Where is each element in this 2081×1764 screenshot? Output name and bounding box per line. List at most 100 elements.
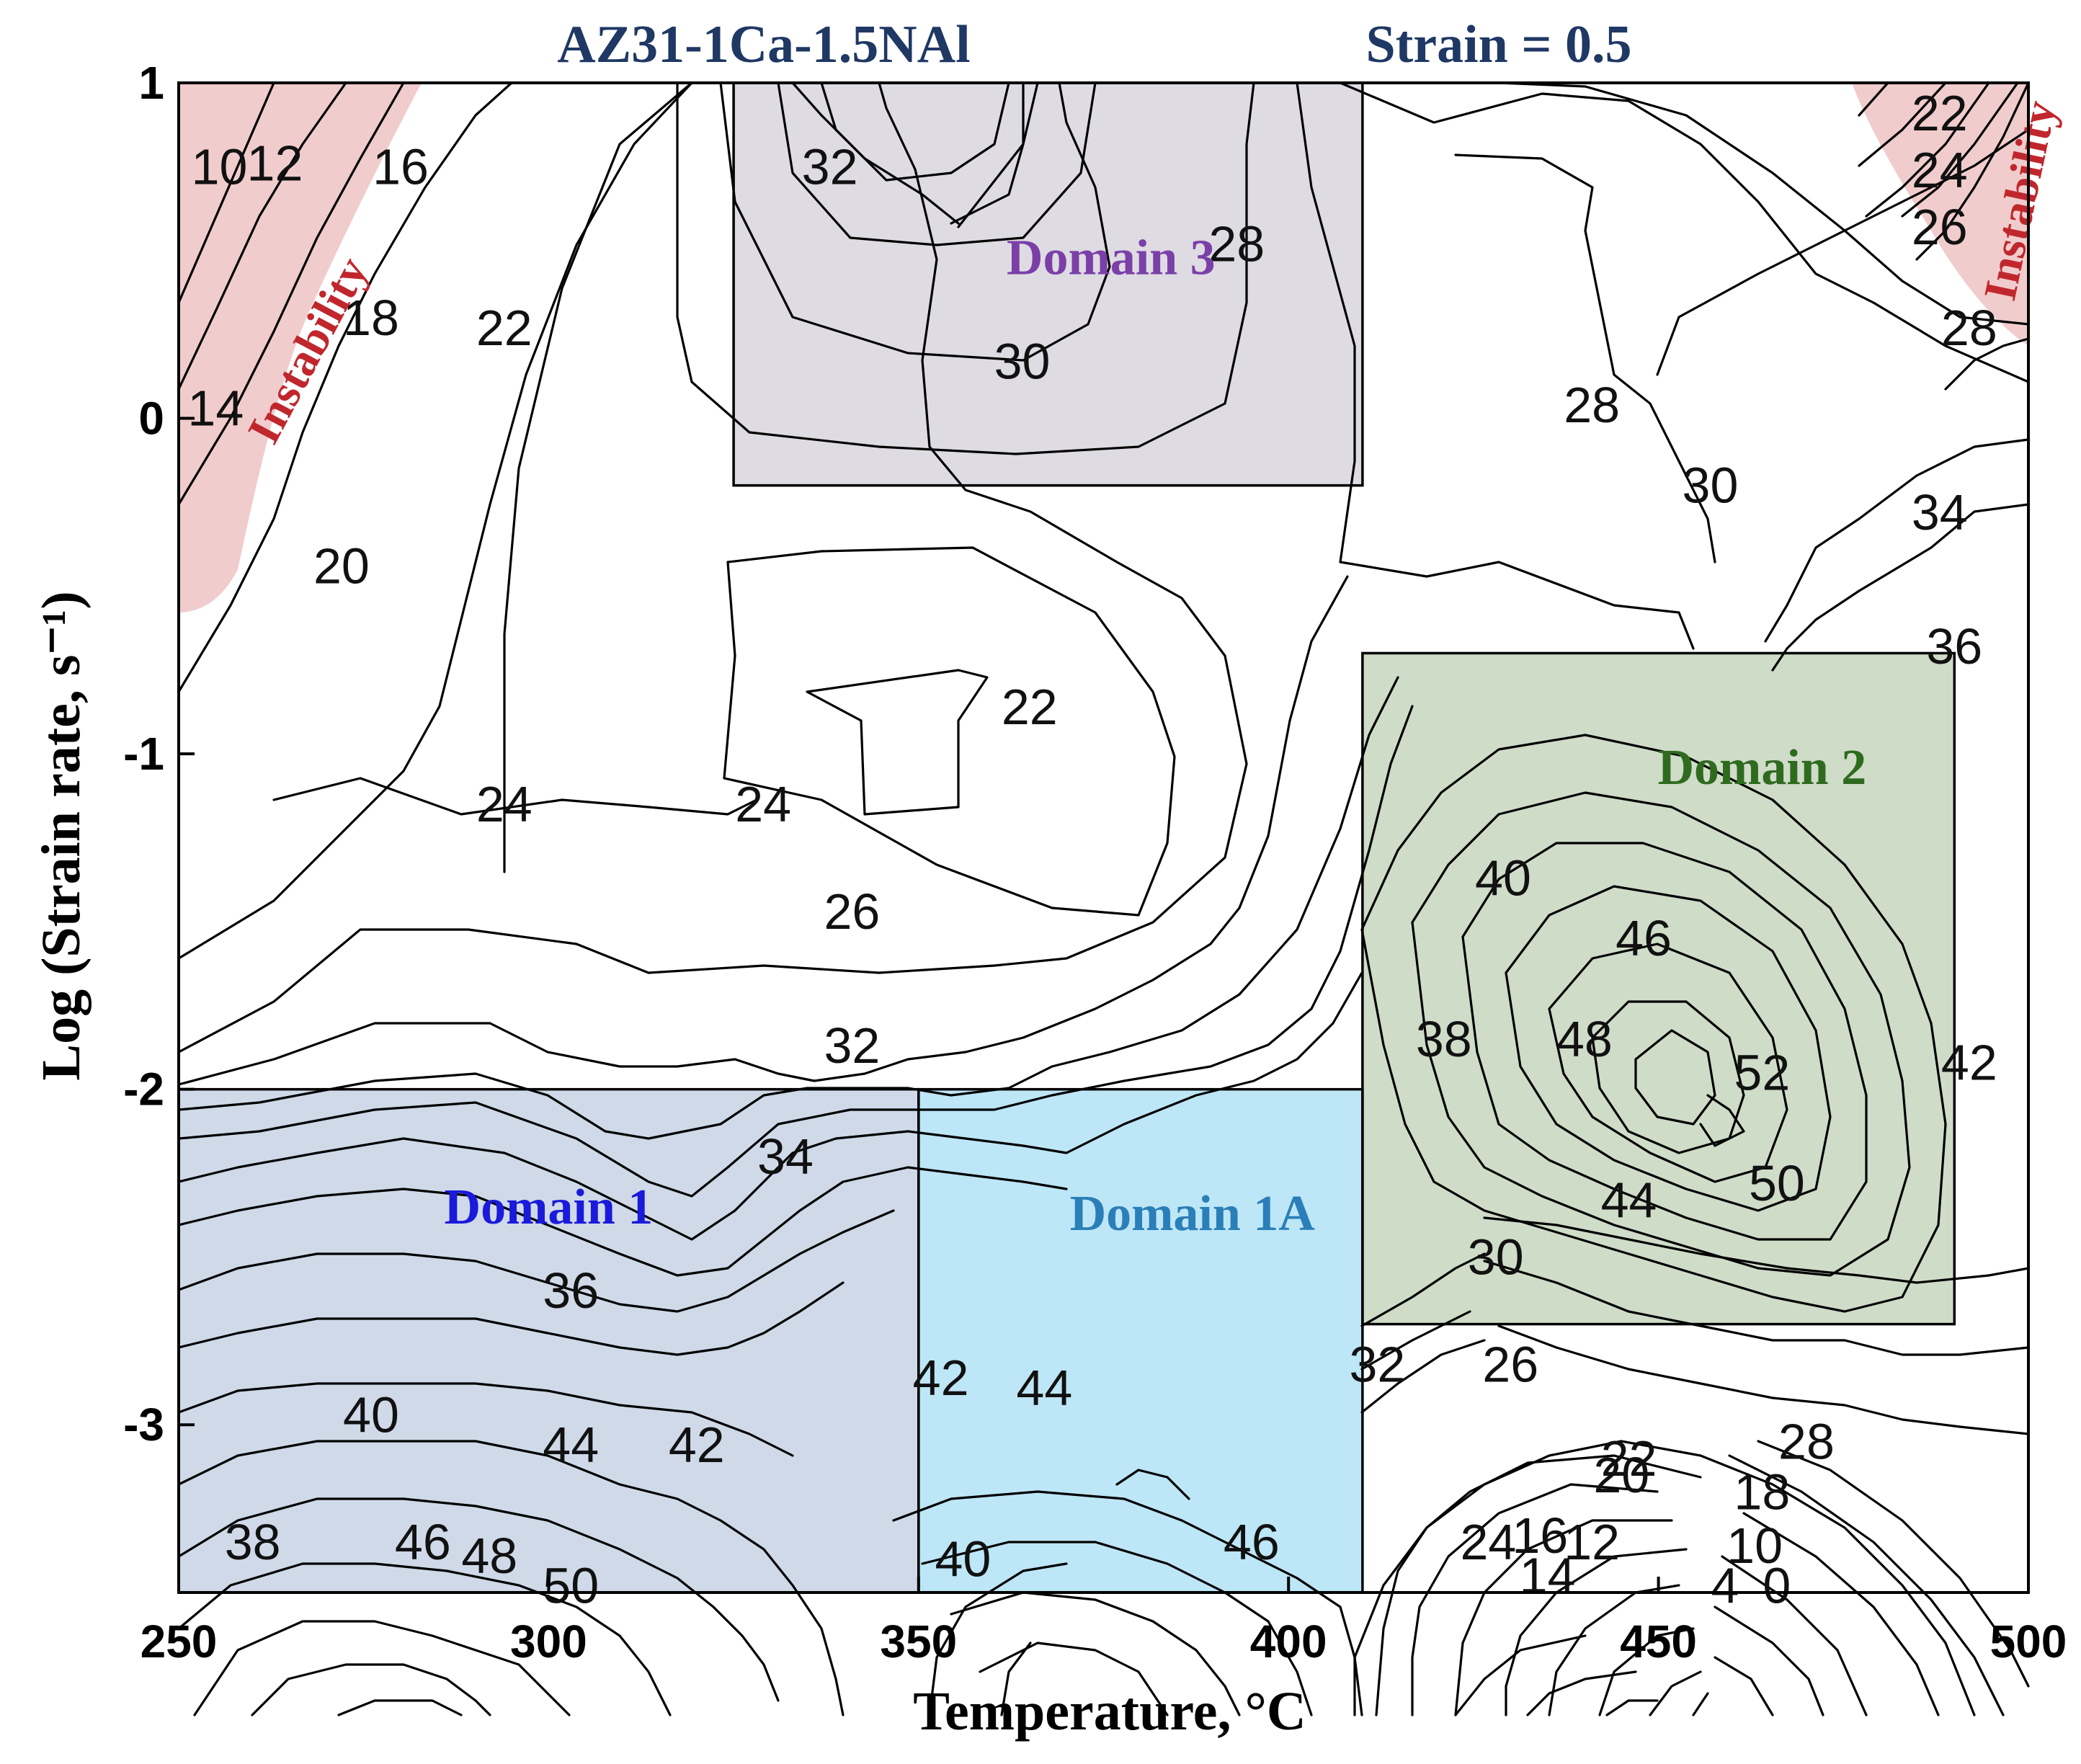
contour-line — [1360, 1252, 1486, 1327]
contour-line — [1901, 81, 2019, 218]
contour-line — [1742, 1512, 1940, 1716]
contour-label: 48 — [461, 1528, 517, 1584]
contour-label: 46 — [1616, 910, 1672, 966]
contour-line — [177, 1209, 895, 1313]
contour-label: 16 — [373, 138, 429, 195]
contour-label: 24 — [1460, 1514, 1516, 1570]
contour-line — [1915, 81, 2030, 261]
contour-line — [1115, 1469, 1190, 1500]
contour-line — [177, 1382, 794, 1457]
contour-label: 30 — [1468, 1229, 1524, 1285]
contour-labels: 10 12 161814222032283028302224262834362224… — [187, 85, 1997, 1614]
contour-line — [921, 1541, 1313, 1716]
contour-line — [1461, 842, 1868, 1241]
contour-line — [1858, 81, 1889, 117]
region-domain-2 — [1362, 653, 1955, 1324]
contour-line — [503, 81, 693, 873]
contour-label: 14 — [1520, 1548, 1576, 1604]
contour-line — [1360, 1339, 1486, 1414]
contour-label: 42 — [913, 1350, 969, 1406]
contour-line — [1454, 1634, 1587, 1716]
contour-line — [272, 777, 758, 816]
contour-line — [1339, 81, 2030, 383]
contour-line — [1497, 81, 2030, 326]
contour-line — [177, 81, 693, 960]
plot-frame — [177, 81, 2030, 1594]
y-tick-label: 1 — [138, 57, 164, 109]
contour-line — [177, 1440, 845, 1716]
contour-label: 28 — [1778, 1414, 1835, 1470]
contour-label: 28 — [1941, 300, 1997, 356]
contour-line — [1598, 1627, 1695, 1716]
contour-line — [1771, 503, 2030, 672]
contour-label: 38 — [1416, 1011, 1472, 1067]
contour-label: 40 — [1475, 850, 1531, 906]
contour-label: 24 — [735, 776, 791, 832]
contour-line — [979, 1642, 1169, 1716]
y-axis: 1 0 -1 -2 -3 — [123, 57, 195, 1451]
chart-title-right: Strain = 0.5 — [1365, 15, 1631, 74]
region-domain-1 — [179, 1089, 919, 1592]
contour-label: 10 — [1726, 1518, 1783, 1574]
contour-line — [1714, 1605, 1824, 1716]
contour-label: 36 — [543, 1262, 599, 1319]
contour-label: 22 — [476, 300, 532, 356]
contour-line — [719, 81, 1111, 362]
contour-label: 20 — [1593, 1447, 1649, 1503]
contour-line — [1944, 337, 2030, 391]
contour-line — [1721, 1555, 1868, 1716]
contour-line — [1483, 1260, 2030, 1356]
region-border-domain-2 — [1361, 651, 1956, 1326]
x-axis: 250 300 350 400 450 500 — [141, 1577, 2067, 1667]
contour-line — [177, 81, 513, 693]
contour-label: 22 — [1601, 1430, 1657, 1487]
contour-line — [1865, 81, 1990, 218]
contour-line — [177, 81, 405, 506]
contour-label: 0 — [1763, 1558, 1791, 1614]
x-tick-label: 300 — [510, 1616, 587, 1667]
y-axis-title: Log (Strain rate, s⁻¹) — [31, 591, 92, 1080]
contour-label: 12 — [247, 135, 303, 192]
contour-line — [177, 81, 347, 391]
y-tick-label: 0 — [138, 393, 164, 445]
contour-line — [676, 81, 1255, 455]
contour-label: 12 — [1564, 1514, 1620, 1570]
contour-label: 46 — [1224, 1514, 1280, 1570]
contour-label: 22 — [1912, 85, 1968, 141]
contour-line — [791, 81, 960, 225]
contour-line — [1649, 1670, 1702, 1716]
contour-line — [177, 705, 1414, 1198]
contour-line — [177, 1497, 780, 1702]
y-tick-label: -3 — [123, 1399, 164, 1451]
contour-line — [177, 1281, 845, 1356]
contour-label: 30 — [994, 333, 1051, 389]
contour-label: 34 — [757, 1128, 814, 1185]
contour-label: 20 — [313, 538, 370, 594]
instability-region-right — [1852, 83, 2028, 346]
contour-line — [177, 81, 275, 304]
contour-label: 48 — [1556, 1011, 1613, 1067]
domain-label-domain-1a: Domain 1A — [1070, 1186, 1316, 1242]
contour-line — [1505, 885, 1832, 1212]
contour-line — [1757, 1440, 2030, 1688]
x-tick-label: 350 — [880, 1616, 957, 1667]
contour-label: 22 — [1002, 679, 1058, 735]
contour-line — [1858, 81, 1947, 167]
contour-line — [1454, 1519, 1673, 1716]
domain-label-domain-2: Domain 2 — [1657, 740, 1866, 796]
x-axis-title: Temperature, °C — [913, 1681, 1306, 1742]
contour-label: 30 — [1683, 458, 1739, 514]
x-tick-label: 250 — [141, 1616, 218, 1667]
contour-label: 50 — [543, 1558, 599, 1614]
contour-label: 34 — [1912, 484, 1968, 540]
contour-label: 36 — [1926, 618, 1982, 674]
contour-line — [1375, 1454, 1702, 1716]
contour-label: 50 — [1749, 1155, 1805, 1211]
contour-label: 26 — [1482, 1336, 1538, 1392]
contour-line — [1000, 1642, 1032, 1716]
contour-line — [1548, 1584, 1680, 1716]
contour-label: 38 — [225, 1514, 281, 1570]
contour-line — [1692, 1692, 1709, 1716]
instability-region-left — [179, 83, 422, 612]
contour-line — [1353, 1440, 1976, 1716]
